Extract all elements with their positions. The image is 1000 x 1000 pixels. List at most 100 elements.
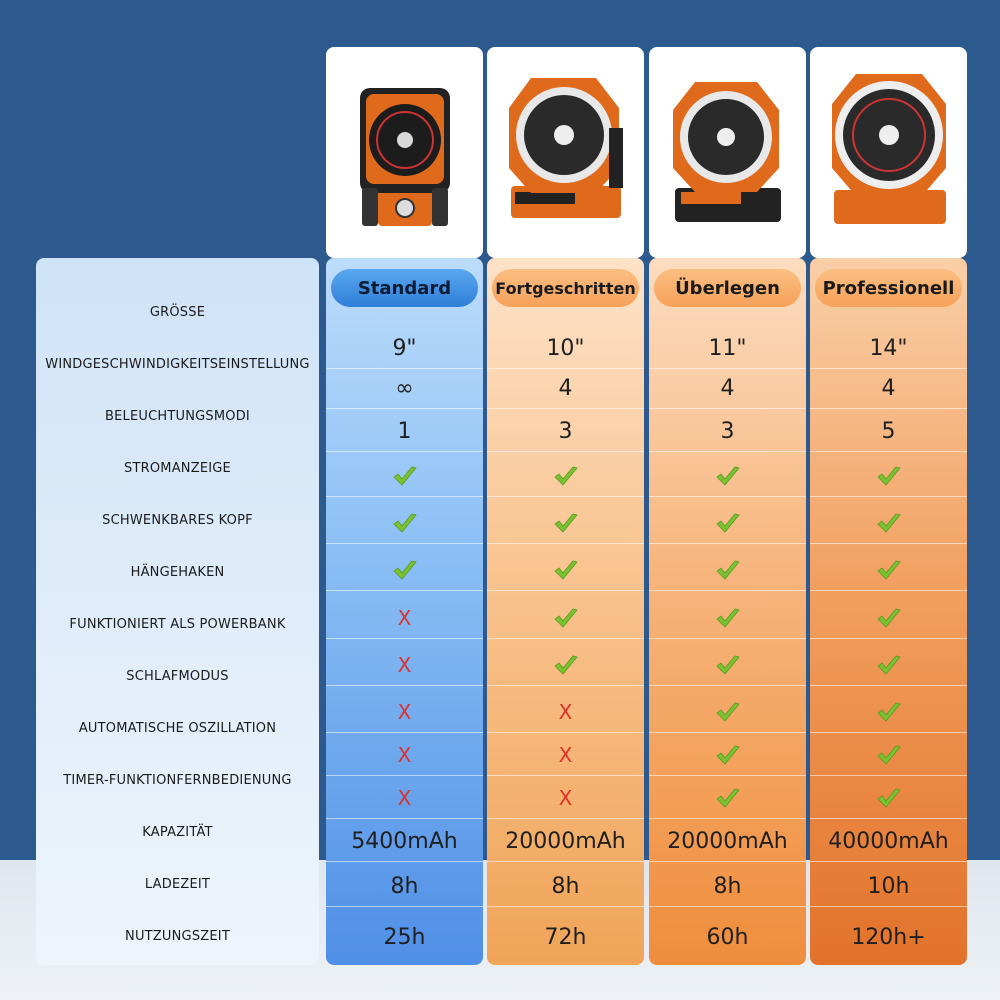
- row-divider: [810, 818, 967, 819]
- value-cell: 8h: [713, 873, 742, 899]
- check-icon: [487, 598, 644, 638]
- row-divider: [810, 496, 967, 497]
- check-icon: [649, 645, 806, 685]
- row-divider: [810, 685, 967, 686]
- cross-icon: X: [487, 778, 644, 818]
- check-icon: [649, 598, 806, 638]
- value-cell: 72h: [544, 924, 587, 950]
- row-divider: [487, 775, 644, 776]
- row-divider: [810, 775, 967, 776]
- tier-label-professionell: Professionell: [815, 269, 962, 307]
- row-divider: [649, 451, 806, 452]
- value-cell: 20000mAh: [505, 828, 626, 854]
- fan-icon: [508, 77, 623, 218]
- check-icon: [649, 692, 806, 732]
- cross-icon: X: [326, 778, 483, 818]
- check-icon: [487, 645, 644, 685]
- row-divider: [326, 368, 483, 369]
- value-cell: 5400mAh: [351, 828, 458, 854]
- column-professionell: Professionell 14" 4 5 40000mAh 10h 120h+: [810, 258, 967, 965]
- feature-label: GRÖSSE: [149, 304, 206, 320]
- tier-label-standard: Standard: [331, 269, 478, 307]
- row-divider: [810, 638, 967, 639]
- column-ueberlegen: Überlegen 11" 4 3 20000mAh 8h 60h: [649, 258, 806, 965]
- cross-icon-glyph: X: [558, 700, 573, 724]
- row-divider: [326, 775, 483, 776]
- row-divider: [326, 906, 483, 907]
- value-cell: 5: [881, 418, 896, 444]
- cross-icon-glyph: X: [397, 786, 412, 810]
- check-icon: [810, 456, 967, 496]
- value-cell: 120h+: [851, 924, 926, 950]
- cross-icon: X: [487, 735, 644, 775]
- row-divider: [487, 543, 644, 544]
- check-icon: [326, 456, 483, 496]
- feature-label-column: GRÖSSE WINDGESCHWINDIGKEITSEINSTELLUNG BEL…: [36, 258, 319, 965]
- row-divider: [487, 732, 644, 733]
- row-divider: [649, 685, 806, 686]
- feature-label: FUNKTIONIERT ALS POWERBANK: [69, 616, 286, 632]
- cross-icon: X: [326, 692, 483, 732]
- row-divider: [649, 732, 806, 733]
- row-divider: [487, 861, 644, 862]
- value-cell: 14": [869, 335, 908, 361]
- tier-label-fortgeschritten: Fortgeschritten: [492, 269, 639, 307]
- value-cell: 60h: [706, 924, 749, 950]
- feature-label: STROMANZEIGE: [124, 460, 231, 476]
- value-cell: 3: [558, 418, 573, 444]
- row-divider: [649, 368, 806, 369]
- check-icon: [487, 503, 644, 543]
- row-divider: [487, 408, 644, 409]
- row-divider: [810, 451, 967, 452]
- row-divider: [810, 590, 967, 591]
- feature-label: HÄNGEHAKEN: [130, 564, 225, 580]
- product-image-professionell: [810, 47, 967, 258]
- value-cell: 11": [708, 335, 747, 361]
- row-divider: [810, 543, 967, 544]
- row-divider: [326, 732, 483, 733]
- check-icon: [810, 645, 967, 685]
- cross-icon: X: [326, 598, 483, 638]
- cross-icon-glyph: X: [397, 606, 412, 630]
- row-divider: [487, 638, 644, 639]
- cross-icon: X: [487, 692, 644, 732]
- row-divider: [487, 818, 644, 819]
- check-icon: [326, 550, 483, 590]
- feature-label: BELEUCHTUNGSMODI: [105, 408, 250, 424]
- value-cell: 4: [720, 375, 735, 401]
- row-divider: [649, 408, 806, 409]
- row-divider: [810, 861, 967, 862]
- row-divider: [487, 451, 644, 452]
- row-divider: [649, 543, 806, 544]
- value-cell: 4: [881, 375, 896, 401]
- value-cell: 40000mAh: [828, 828, 949, 854]
- row-divider: [326, 685, 483, 686]
- value-cell: 8h: [390, 873, 419, 899]
- column-fortgeschritten: Fortgeschritten 10" 4 3 X X X 20000mAh 8h 72h: [487, 258, 644, 965]
- row-divider: [326, 408, 483, 409]
- row-divider: [810, 906, 967, 907]
- feature-label: LADEZEIT: [144, 876, 211, 892]
- cross-icon: X: [326, 645, 483, 685]
- check-icon: [649, 778, 806, 818]
- value-cell: 1: [397, 418, 412, 444]
- row-divider: [649, 818, 806, 819]
- cross-icon-glyph: X: [558, 743, 573, 767]
- check-icon: [810, 735, 967, 775]
- row-divider: [810, 732, 967, 733]
- product-image-ueberlegen: [649, 47, 806, 258]
- feature-label: KAPAZITÄT: [142, 824, 213, 840]
- row-divider: [487, 906, 644, 907]
- row-divider: [487, 496, 644, 497]
- tier-label-ueberlegen: Überlegen: [654, 269, 801, 307]
- check-icon: [810, 778, 967, 818]
- feature-label: AUTOMATISCHE OSZILLATION: [78, 720, 277, 736]
- cross-icon-glyph: X: [558, 786, 573, 810]
- row-divider: [810, 368, 967, 369]
- row-divider: [326, 451, 483, 452]
- product-image-fortgeschritten: [487, 47, 644, 258]
- check-icon: [810, 503, 967, 543]
- check-icon: [487, 456, 644, 496]
- check-icon: [487, 550, 644, 590]
- cross-icon: X: [326, 735, 483, 775]
